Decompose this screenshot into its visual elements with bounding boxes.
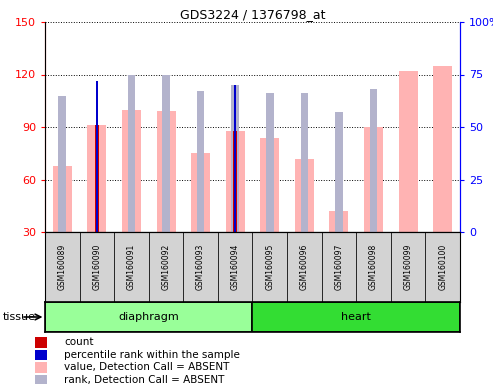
Text: GSM160098: GSM160098 bbox=[369, 244, 378, 290]
Text: tissue: tissue bbox=[2, 312, 35, 322]
Bar bbox=[95, 125, 99, 232]
Text: GSM160100: GSM160100 bbox=[438, 244, 447, 290]
Bar bbox=[35, 375, 47, 384]
Bar bbox=[35, 362, 47, 372]
Bar bbox=[425, 232, 460, 302]
Text: GSM160095: GSM160095 bbox=[265, 244, 274, 290]
Bar bbox=[364, 127, 383, 232]
Bar bbox=[157, 111, 176, 232]
Bar bbox=[183, 232, 218, 302]
Bar bbox=[122, 109, 141, 232]
Bar bbox=[114, 232, 149, 302]
Text: GSM160099: GSM160099 bbox=[404, 244, 413, 290]
Bar bbox=[266, 93, 274, 232]
Bar bbox=[321, 232, 356, 302]
Bar bbox=[287, 232, 321, 302]
Text: value, Detection Call = ABSENT: value, Detection Call = ABSENT bbox=[64, 362, 229, 372]
Bar bbox=[329, 211, 349, 232]
Bar bbox=[260, 137, 280, 232]
Text: GSM160090: GSM160090 bbox=[92, 244, 102, 290]
Bar bbox=[391, 232, 425, 302]
Text: heart: heart bbox=[341, 312, 371, 322]
Bar bbox=[234, 131, 237, 232]
Bar bbox=[234, 85, 236, 232]
Bar bbox=[128, 74, 135, 232]
Bar bbox=[356, 232, 391, 302]
Title: GDS3224 / 1376798_at: GDS3224 / 1376798_at bbox=[180, 8, 325, 21]
Text: diaphragm: diaphragm bbox=[118, 312, 179, 322]
Bar bbox=[295, 159, 314, 232]
Bar bbox=[252, 302, 460, 332]
Bar bbox=[231, 85, 239, 232]
Text: GSM160097: GSM160097 bbox=[334, 244, 344, 290]
Bar bbox=[53, 166, 72, 232]
Bar bbox=[149, 232, 183, 302]
Bar bbox=[370, 89, 377, 232]
Text: GSM160092: GSM160092 bbox=[162, 244, 171, 290]
Text: GSM160091: GSM160091 bbox=[127, 244, 136, 290]
Bar bbox=[399, 71, 418, 232]
Bar bbox=[197, 91, 205, 232]
Bar bbox=[96, 81, 98, 232]
Bar bbox=[335, 112, 343, 232]
Text: GSM160096: GSM160096 bbox=[300, 244, 309, 290]
Text: GSM160093: GSM160093 bbox=[196, 244, 205, 290]
Bar bbox=[35, 337, 47, 348]
Bar bbox=[79, 232, 114, 302]
Bar bbox=[59, 96, 66, 232]
Bar bbox=[191, 153, 210, 232]
Text: count: count bbox=[64, 338, 94, 348]
Bar bbox=[45, 302, 252, 332]
Text: rank, Detection Call = ABSENT: rank, Detection Call = ABSENT bbox=[64, 375, 224, 384]
Bar bbox=[252, 232, 287, 302]
Bar bbox=[226, 131, 245, 232]
Bar bbox=[87, 125, 106, 232]
Bar bbox=[162, 74, 170, 232]
Bar bbox=[218, 232, 252, 302]
Text: GSM160089: GSM160089 bbox=[58, 244, 67, 290]
Bar bbox=[433, 66, 452, 232]
Bar bbox=[45, 232, 79, 302]
Text: GSM160094: GSM160094 bbox=[231, 244, 240, 290]
Bar bbox=[35, 350, 47, 360]
Text: percentile rank within the sample: percentile rank within the sample bbox=[64, 350, 240, 360]
Bar bbox=[301, 93, 308, 232]
